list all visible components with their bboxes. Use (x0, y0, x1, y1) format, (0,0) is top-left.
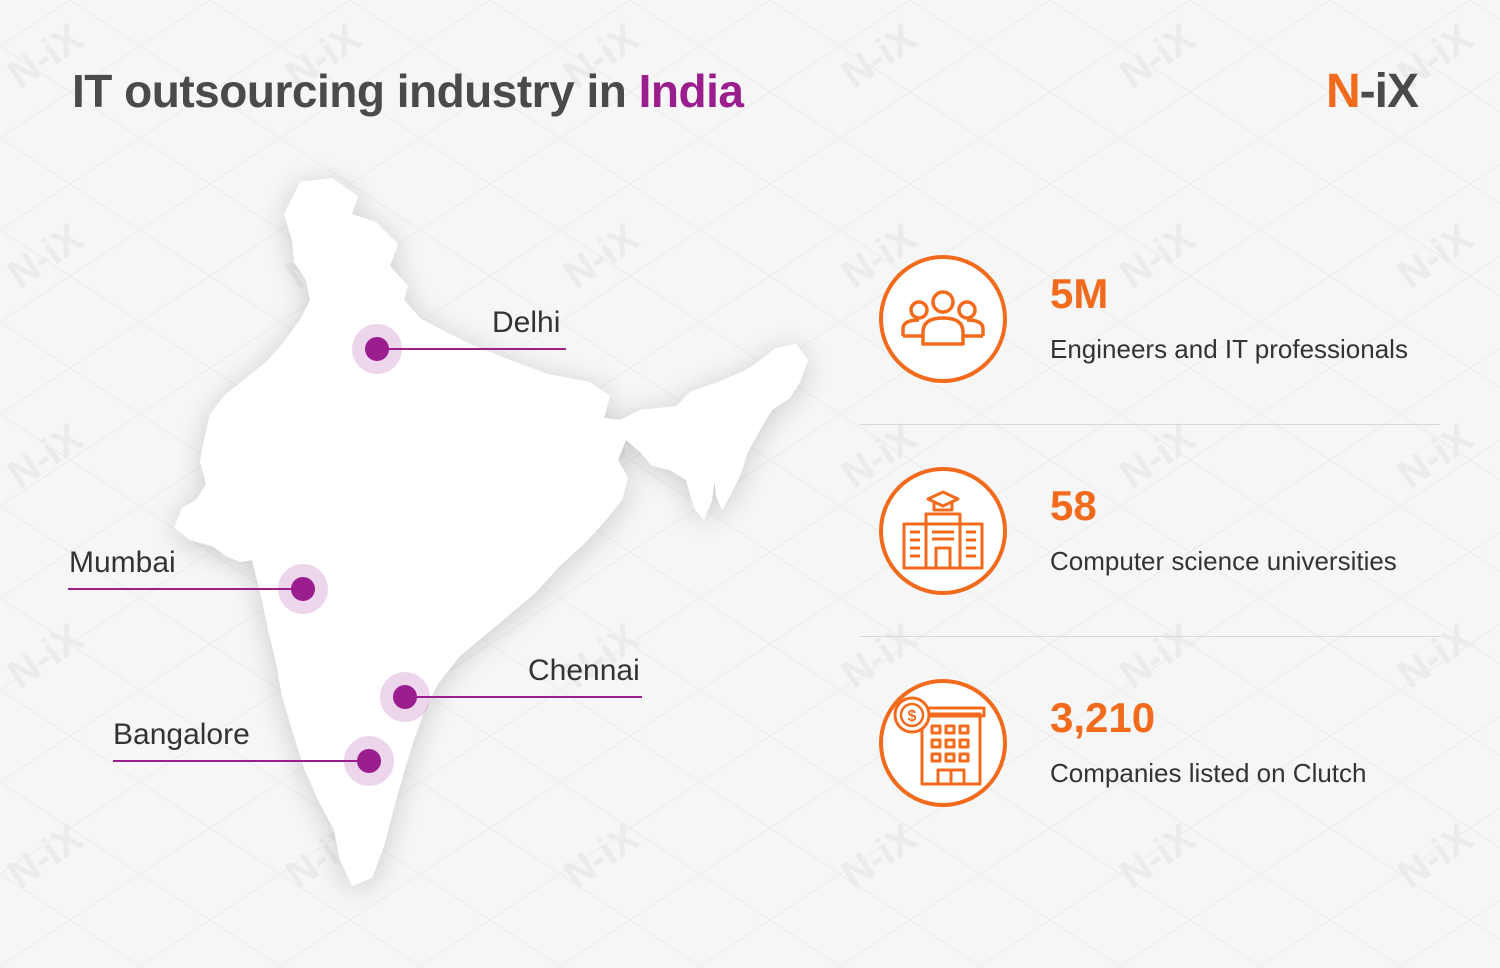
stat-universities: 58 Computer science universities (878, 466, 1438, 601)
university-building-icon (879, 467, 1007, 595)
marker-chennai[interactable] (380, 672, 430, 722)
marker-mumbai[interactable] (278, 564, 328, 614)
stat-engineers: 5M Engineers and IT professionals (878, 254, 1438, 389)
svg-text:$: $ (908, 708, 917, 725)
divider (860, 636, 1440, 637)
people-group-icon (879, 255, 1007, 383)
title-highlight: India (638, 65, 744, 117)
divider (860, 424, 1440, 425)
logo-ix: iX (1374, 65, 1419, 118)
stat-value-universities: 58 (1050, 482, 1097, 529)
page-title: IT outsourcing industry in India (72, 64, 744, 118)
city-label-delhi: Delhi (492, 306, 561, 339)
stat-value-companies: 3,210 (1050, 694, 1156, 741)
india-map-shape (174, 178, 808, 886)
marker-bangalore[interactable] (344, 736, 394, 786)
stat-companies: $ 3,210 Companies listed on Clutch (878, 678, 1438, 813)
logo-dash: - (1359, 65, 1376, 118)
company-building-dollar-icon: $ (879, 679, 1007, 807)
stat-label-companies: Companies listed on Clutch (1050, 758, 1367, 788)
city-label-mumbai: Mumbai (69, 546, 176, 579)
stat-value-engineers: 5M (1050, 270, 1109, 317)
city-label-chennai: Chennai (528, 654, 640, 687)
marker-delhi[interactable] (352, 324, 402, 374)
stat-label-engineers: Engineers and IT professionals (1050, 334, 1408, 364)
logo-n: N (1326, 65, 1361, 118)
city-label-bangalore: Bangalore (113, 718, 250, 751)
stat-label-universities: Computer science universities (1050, 546, 1397, 576)
title-prefix: IT outsourcing industry in (72, 65, 627, 117)
city-connector-lines (68, 348, 642, 762)
nix-logo: N-iX (1326, 64, 1419, 119)
